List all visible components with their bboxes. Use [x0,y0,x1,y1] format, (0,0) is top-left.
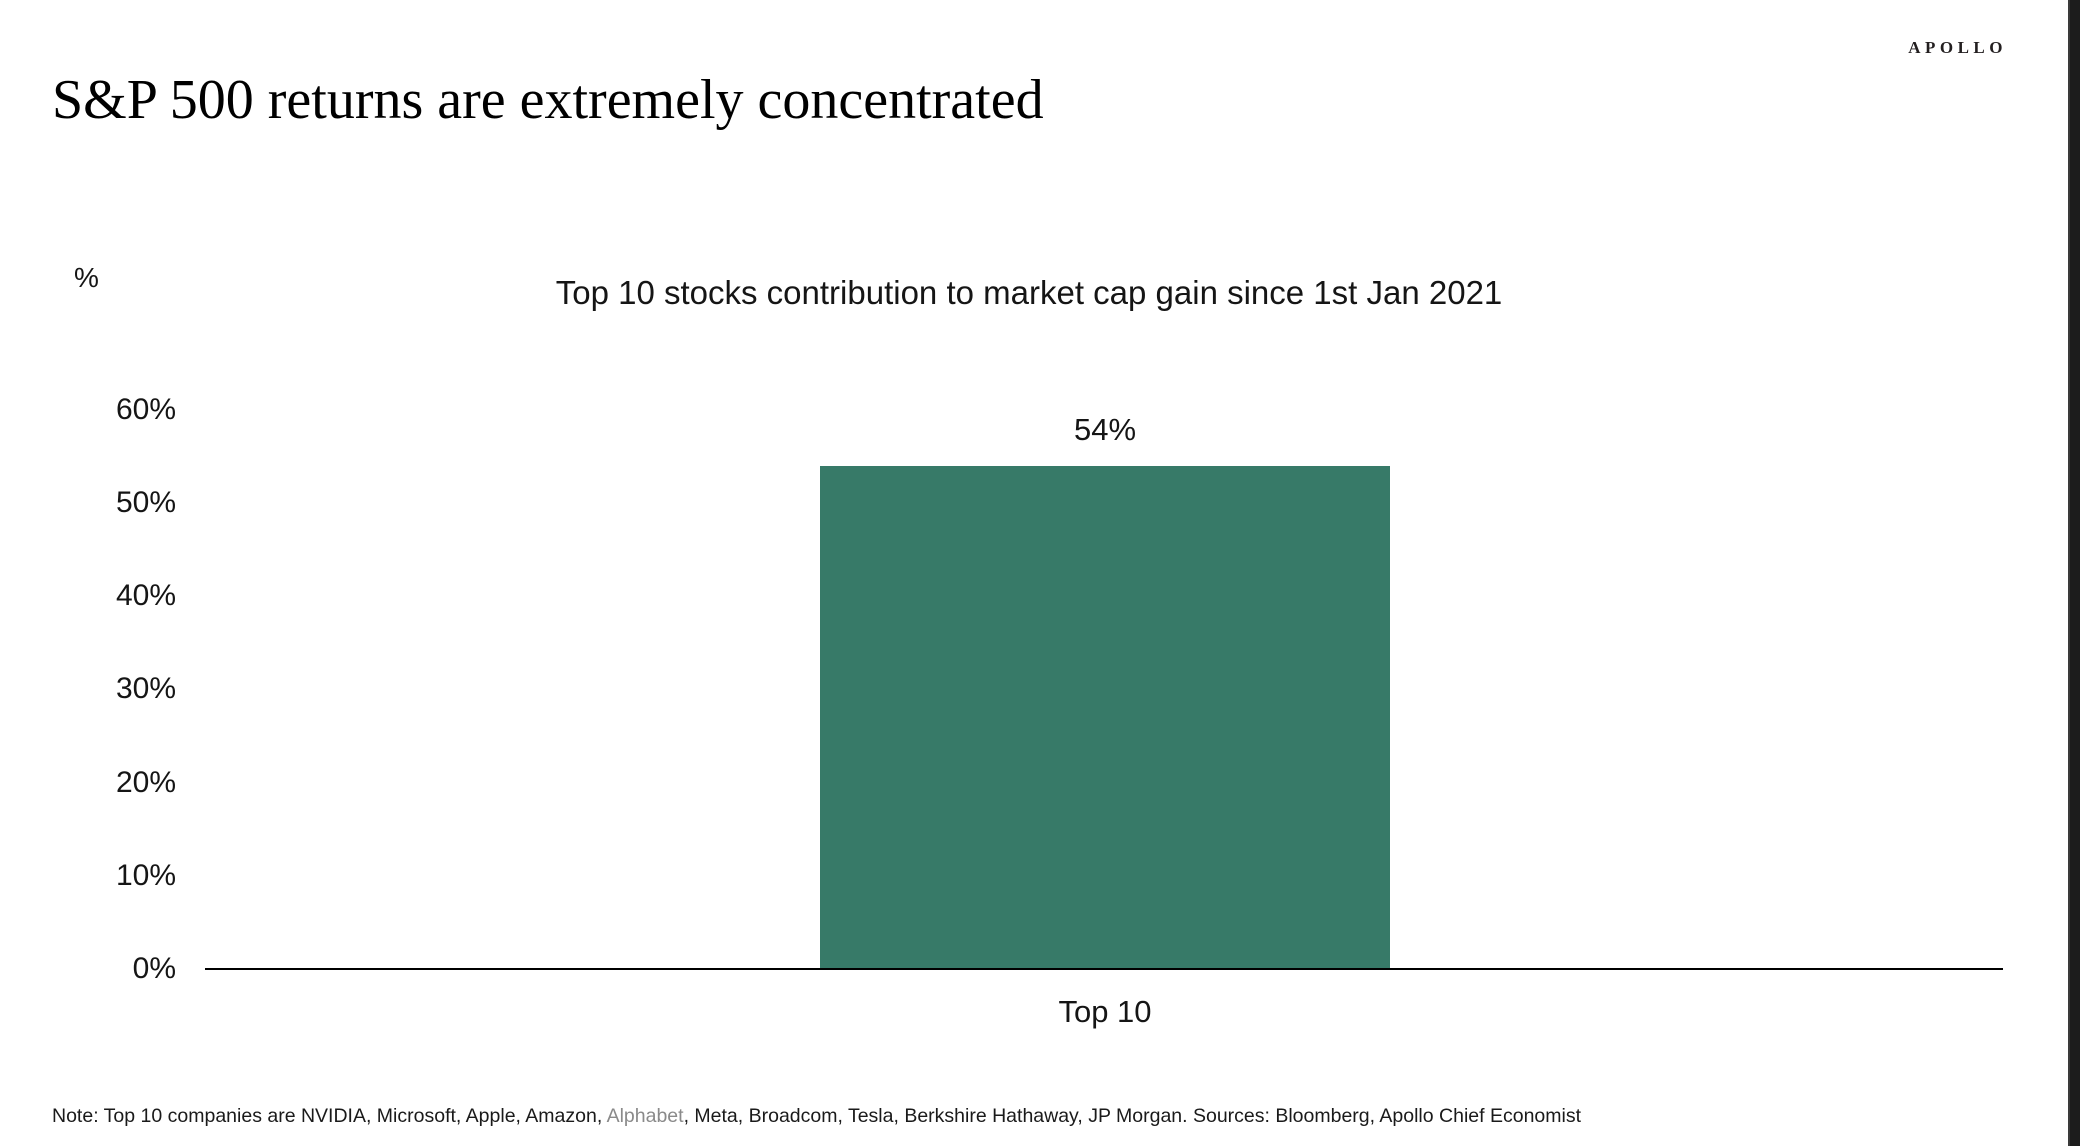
footnote: Note: Top 10 companies are NVIDIA, Micro… [52,1105,1581,1128]
apollo-logo: APOLLO [1908,38,2007,57]
scrollbar[interactable] [2068,0,2080,1146]
y-tick-label-40: 40% [115,579,176,612]
footnote-text-before: Note: Top 10 companies are NVIDIA, Micro… [52,1105,607,1127]
chart-title: Top 10 stocks contribution to market cap… [555,274,1503,311]
x-axis-line [205,968,2003,970]
bar-top10 [820,465,1390,969]
y-tick-label-0: 0% [132,952,176,985]
footnote-text-highlight: Alphabet [606,1105,684,1127]
page-title: S&P 500 returns are extremely concentrat… [52,69,1044,131]
plot-area [205,410,2003,969]
y-tick-label-20: 20% [115,766,176,799]
y-tick-label-10: 10% [115,859,176,892]
y-tick-label-50: 50% [115,486,176,519]
bar-value-label: 54% [1073,412,1137,447]
y-axis-unit-label: % [74,262,99,293]
x-tick-label: Top 10 [1058,994,1152,1029]
y-tick-label-60: 60% [115,393,176,426]
y-tick-label-30: 30% [115,672,176,705]
footnote-text-after: , Meta, Broadcom, Tesla, Berkshire Hatha… [683,1105,1581,1127]
